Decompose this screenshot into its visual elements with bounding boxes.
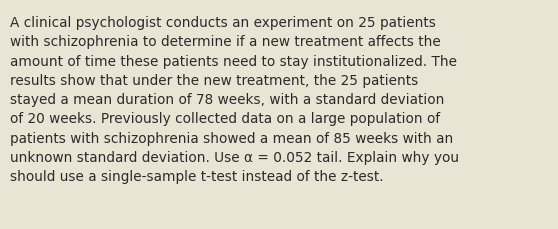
Text: A clinical psychologist conducts an experiment on 25 patients
with schizophrenia: A clinical psychologist conducts an expe… bbox=[10, 16, 459, 183]
